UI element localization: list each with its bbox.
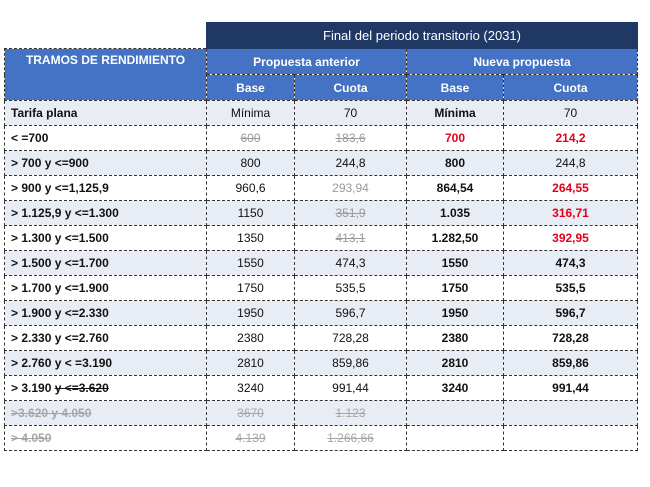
tramo-cell: < =700	[4, 125, 207, 151]
pa-cuota-cell: 244,8	[294, 150, 407, 176]
pa-base-cell: 1750	[206, 275, 295, 301]
np-cuota-cell: 535,5	[503, 275, 638, 301]
pa-cuota-cell: 183,6	[294, 125, 407, 151]
pa-cuota-cell: 991,44	[294, 375, 407, 401]
tramo-cell: > 2.760 y < =3.190	[4, 350, 207, 376]
tramo-part-lower: > 3.190	[11, 381, 55, 395]
pa-cuota-cell: 535,5	[294, 275, 407, 301]
pa-base-cell: 4.139	[206, 425, 295, 451]
pa-cuota-cell: 1.123	[294, 400, 407, 426]
table-row: > 1.500 y <=1.700 1550 474,3 1550 474,3	[4, 250, 638, 276]
table-row: > 1.300 y <=1.500 1350 413,1 1.282,50 39…	[4, 225, 638, 251]
tramo-cell: Tarifa plana	[4, 100, 207, 126]
np-cuota-cell: 244,8	[503, 150, 638, 176]
np-cuota-cell: 728,28	[503, 325, 638, 351]
pa-cuota-cell: 70	[294, 100, 407, 126]
np-cuota-cell: 264,55	[503, 175, 638, 201]
table-row: > 1.700 y <=1.900 1750 535,5 1750 535,5	[4, 275, 638, 301]
table-row: > 4.050 4.139 1.266,66	[4, 425, 638, 451]
header-pa-cuota: Cuota	[294, 74, 407, 101]
table-row: > 700 y <=900 800 244,8 800 244,8	[4, 150, 638, 176]
tramo-cell: > 4.050	[4, 425, 207, 451]
np-cuota-cell: 392,95	[503, 225, 638, 251]
pa-base-cell: 1950	[206, 300, 295, 326]
header-np-base: Base	[406, 74, 504, 101]
tramo-cell: > 1.125,9 y <=1.300	[4, 200, 207, 226]
pa-cuota-cell: 293,94	[294, 175, 407, 201]
np-cuota-cell	[503, 425, 638, 451]
blank-corner	[4, 22, 207, 49]
table-title: Final del periodo transitorio (2031)	[206, 22, 638, 49]
tramo-cell: > 1.900 y <=2.330	[4, 300, 207, 326]
table-row: > 3.190 y <=3.620 3240 991,44 3240 991,4…	[4, 375, 638, 401]
table-row: > 1.900 y <=2.330 1950 596,7 1950 596,7	[4, 300, 638, 326]
np-base-cell: 1550	[406, 250, 504, 276]
pa-cuota-cell: 596,7	[294, 300, 407, 326]
tramo-cell: > 1.700 y <=1.900	[4, 275, 207, 301]
header-propuesta-anterior: Propuesta anterior	[206, 48, 407, 75]
header-np-cuota: Cuota	[503, 74, 638, 101]
np-cuota-cell	[503, 400, 638, 426]
pa-base-cell: 1350	[206, 225, 295, 251]
pa-base-cell: 3240	[206, 375, 295, 401]
pa-cuota-cell: 474,3	[294, 250, 407, 276]
tramo-cell: > 1.300 y <=1.500	[4, 225, 207, 251]
np-base-cell: 700	[406, 125, 504, 151]
np-cuota-cell: 991,44	[503, 375, 638, 401]
header-tramos: TRAMOS DE RENDIMIENTO	[4, 48, 207, 101]
np-base-cell: 1.282,50	[406, 225, 504, 251]
tramo-cell: > 900 y <=1,125,9	[4, 175, 207, 201]
header-nueva-propuesta: Nueva propuesta	[406, 48, 638, 75]
table-row: > 2.330 y <=2.760 2380 728,28 2380 728,2…	[4, 325, 638, 351]
table-row: > 1.125,9 y <=1.300 1150 351,9 1.035 316…	[4, 200, 638, 226]
tax-brackets-table: Final del periodo transitorio (2031) TRA…	[4, 22, 638, 451]
np-cuota-cell: 316,71	[503, 200, 638, 226]
pa-base-cell: 1150	[206, 200, 295, 226]
np-base-cell: 1750	[406, 275, 504, 301]
pa-cuota-cell: 728,28	[294, 325, 407, 351]
pa-base-cell: 1550	[206, 250, 295, 276]
np-base-cell: 1950	[406, 300, 504, 326]
np-base-cell: 3240	[406, 375, 504, 401]
np-base-cell: Mínima	[406, 100, 504, 126]
np-cuota-cell: 474,3	[503, 250, 638, 276]
table-row: Tarifa plana Mínima 70 Mínima 70	[4, 100, 638, 126]
table-row: < =700 600 183,6 700 214,2	[4, 125, 638, 151]
table-row: >3.620 y 4.050 3670 1.123	[4, 400, 638, 426]
pa-cuota-cell: 859,86	[294, 350, 407, 376]
np-cuota-cell: 70	[503, 100, 638, 126]
tramo-cell: > 3.190 y <=3.620	[4, 375, 207, 401]
np-base-cell	[406, 425, 504, 451]
np-base-cell: 864,54	[406, 175, 504, 201]
pa-cuota-cell: 351,9	[294, 200, 407, 226]
pa-base-cell: Mínima	[206, 100, 295, 126]
np-base-cell: 1.035	[406, 200, 504, 226]
pa-base-cell: 800	[206, 150, 295, 176]
pa-base-cell: 600	[206, 125, 295, 151]
pa-base-cell: 960,6	[206, 175, 295, 201]
pa-cuota-cell: 1.266,66	[294, 425, 407, 451]
tramo-part-struck: y <=3.620	[54, 381, 109, 395]
tramo-cell: > 700 y <=900	[4, 150, 207, 176]
np-base-cell	[406, 400, 504, 426]
np-base-cell: 800	[406, 150, 504, 176]
header-pa-base: Base	[206, 74, 295, 101]
pa-base-cell: 3670	[206, 400, 295, 426]
np-cuota-cell: 596,7	[503, 300, 638, 326]
tramo-cell: > 2.330 y <=2.760	[4, 325, 207, 351]
np-base-cell: 2810	[406, 350, 504, 376]
table-row: > 2.760 y < =3.190 2810 859,86 2810 859,…	[4, 350, 638, 376]
np-cuota-cell: 214,2	[503, 125, 638, 151]
pa-cuota-cell: 413,1	[294, 225, 407, 251]
np-cuota-cell: 859,86	[503, 350, 638, 376]
pa-base-cell: 2380	[206, 325, 295, 351]
pa-base-cell: 2810	[206, 350, 295, 376]
table-row: > 900 y <=1,125,9 960,6 293,94 864,54 26…	[4, 175, 638, 201]
np-base-cell: 2380	[406, 325, 504, 351]
tramo-cell: >3.620 y 4.050	[4, 400, 207, 426]
tramo-cell: > 1.500 y <=1.700	[4, 250, 207, 276]
